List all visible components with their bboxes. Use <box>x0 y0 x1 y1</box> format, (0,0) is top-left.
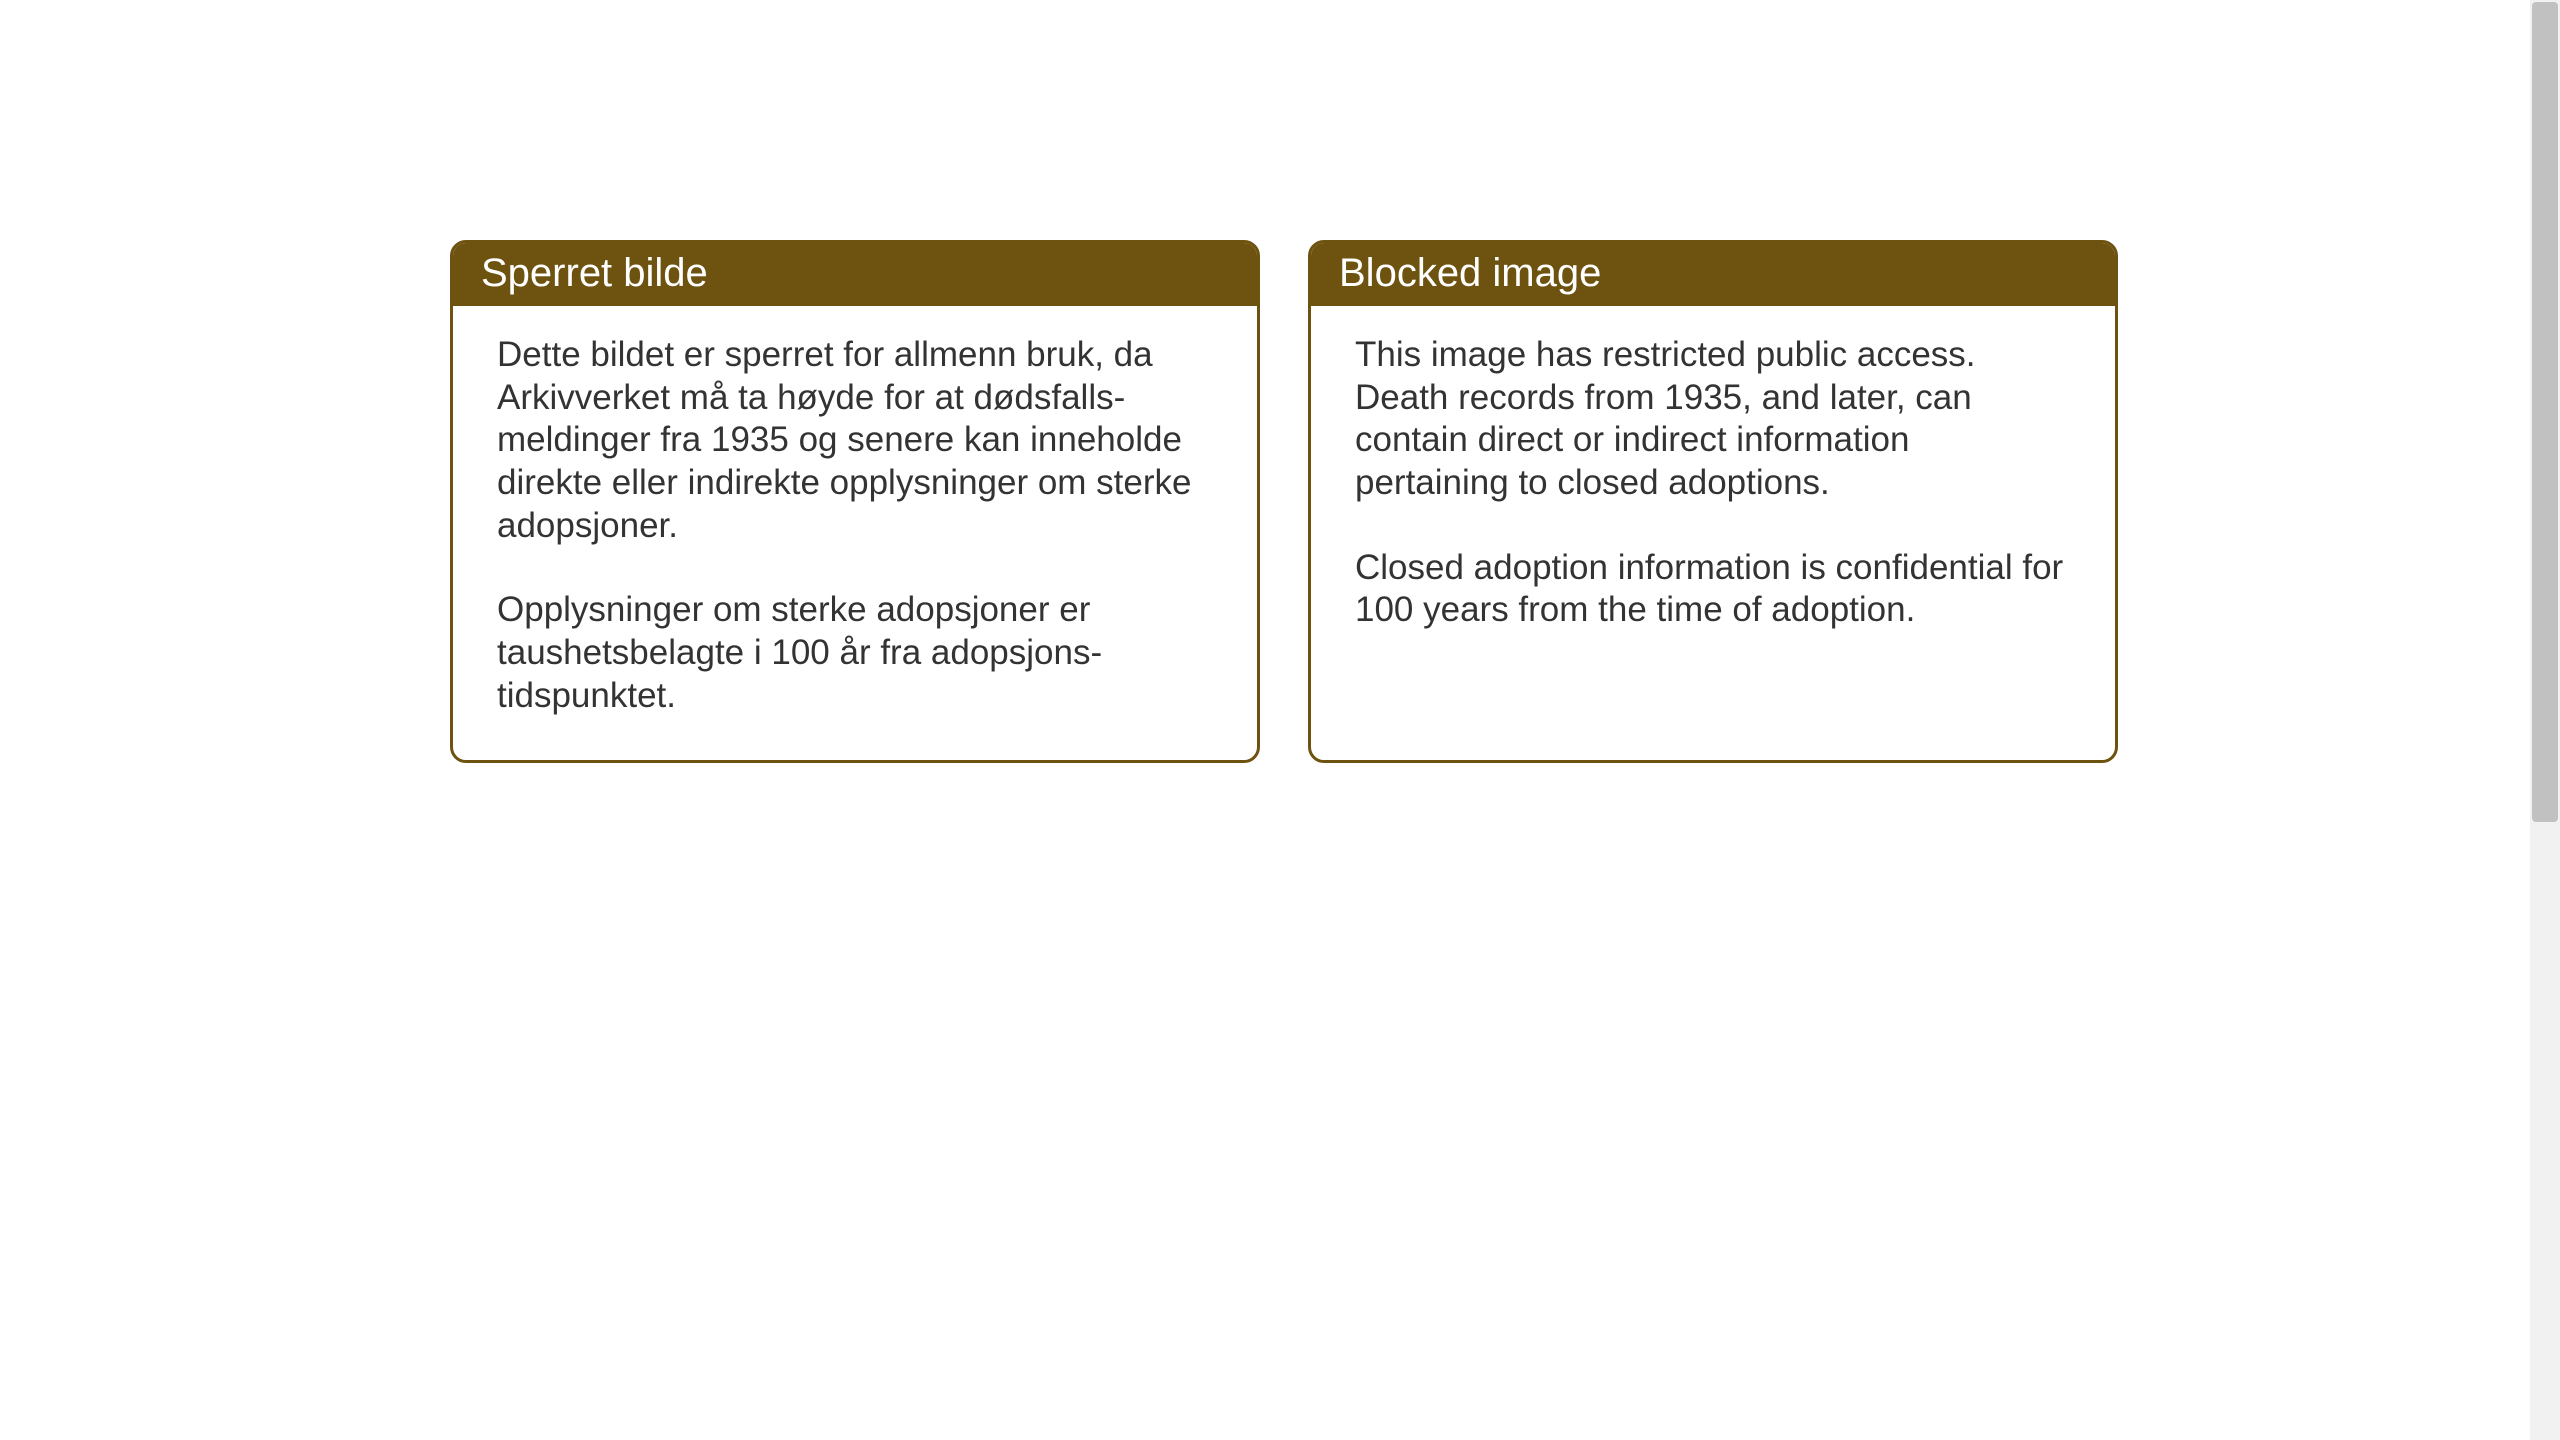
card-english-body: This image has restricted public access.… <box>1311 306 2115 674</box>
scrollbar-thumb[interactable] <box>2532 2 2558 822</box>
card-norwegian: Sperret bilde Dette bildet er sperret fo… <box>450 240 1260 763</box>
card-norwegian-paragraph-2: Opplysninger om sterke adopsjoner er tau… <box>497 589 1213 717</box>
cards-container: Sperret bilde Dette bildet er sperret fo… <box>450 240 2118 763</box>
scrollbar-track[interactable] <box>2530 0 2560 1440</box>
card-english-paragraph-1: This image has restricted public access.… <box>1355 334 2071 505</box>
card-norwegian-body: Dette bildet er sperret for allmenn bruk… <box>453 306 1257 760</box>
card-norwegian-paragraph-1: Dette bildet er sperret for allmenn bruk… <box>497 334 1213 547</box>
card-english: Blocked image This image has restricted … <box>1308 240 2118 763</box>
card-english-title: Blocked image <box>1311 243 2115 306</box>
card-norwegian-title: Sperret bilde <box>453 243 1257 306</box>
card-english-paragraph-2: Closed adoption information is confident… <box>1355 547 2071 632</box>
